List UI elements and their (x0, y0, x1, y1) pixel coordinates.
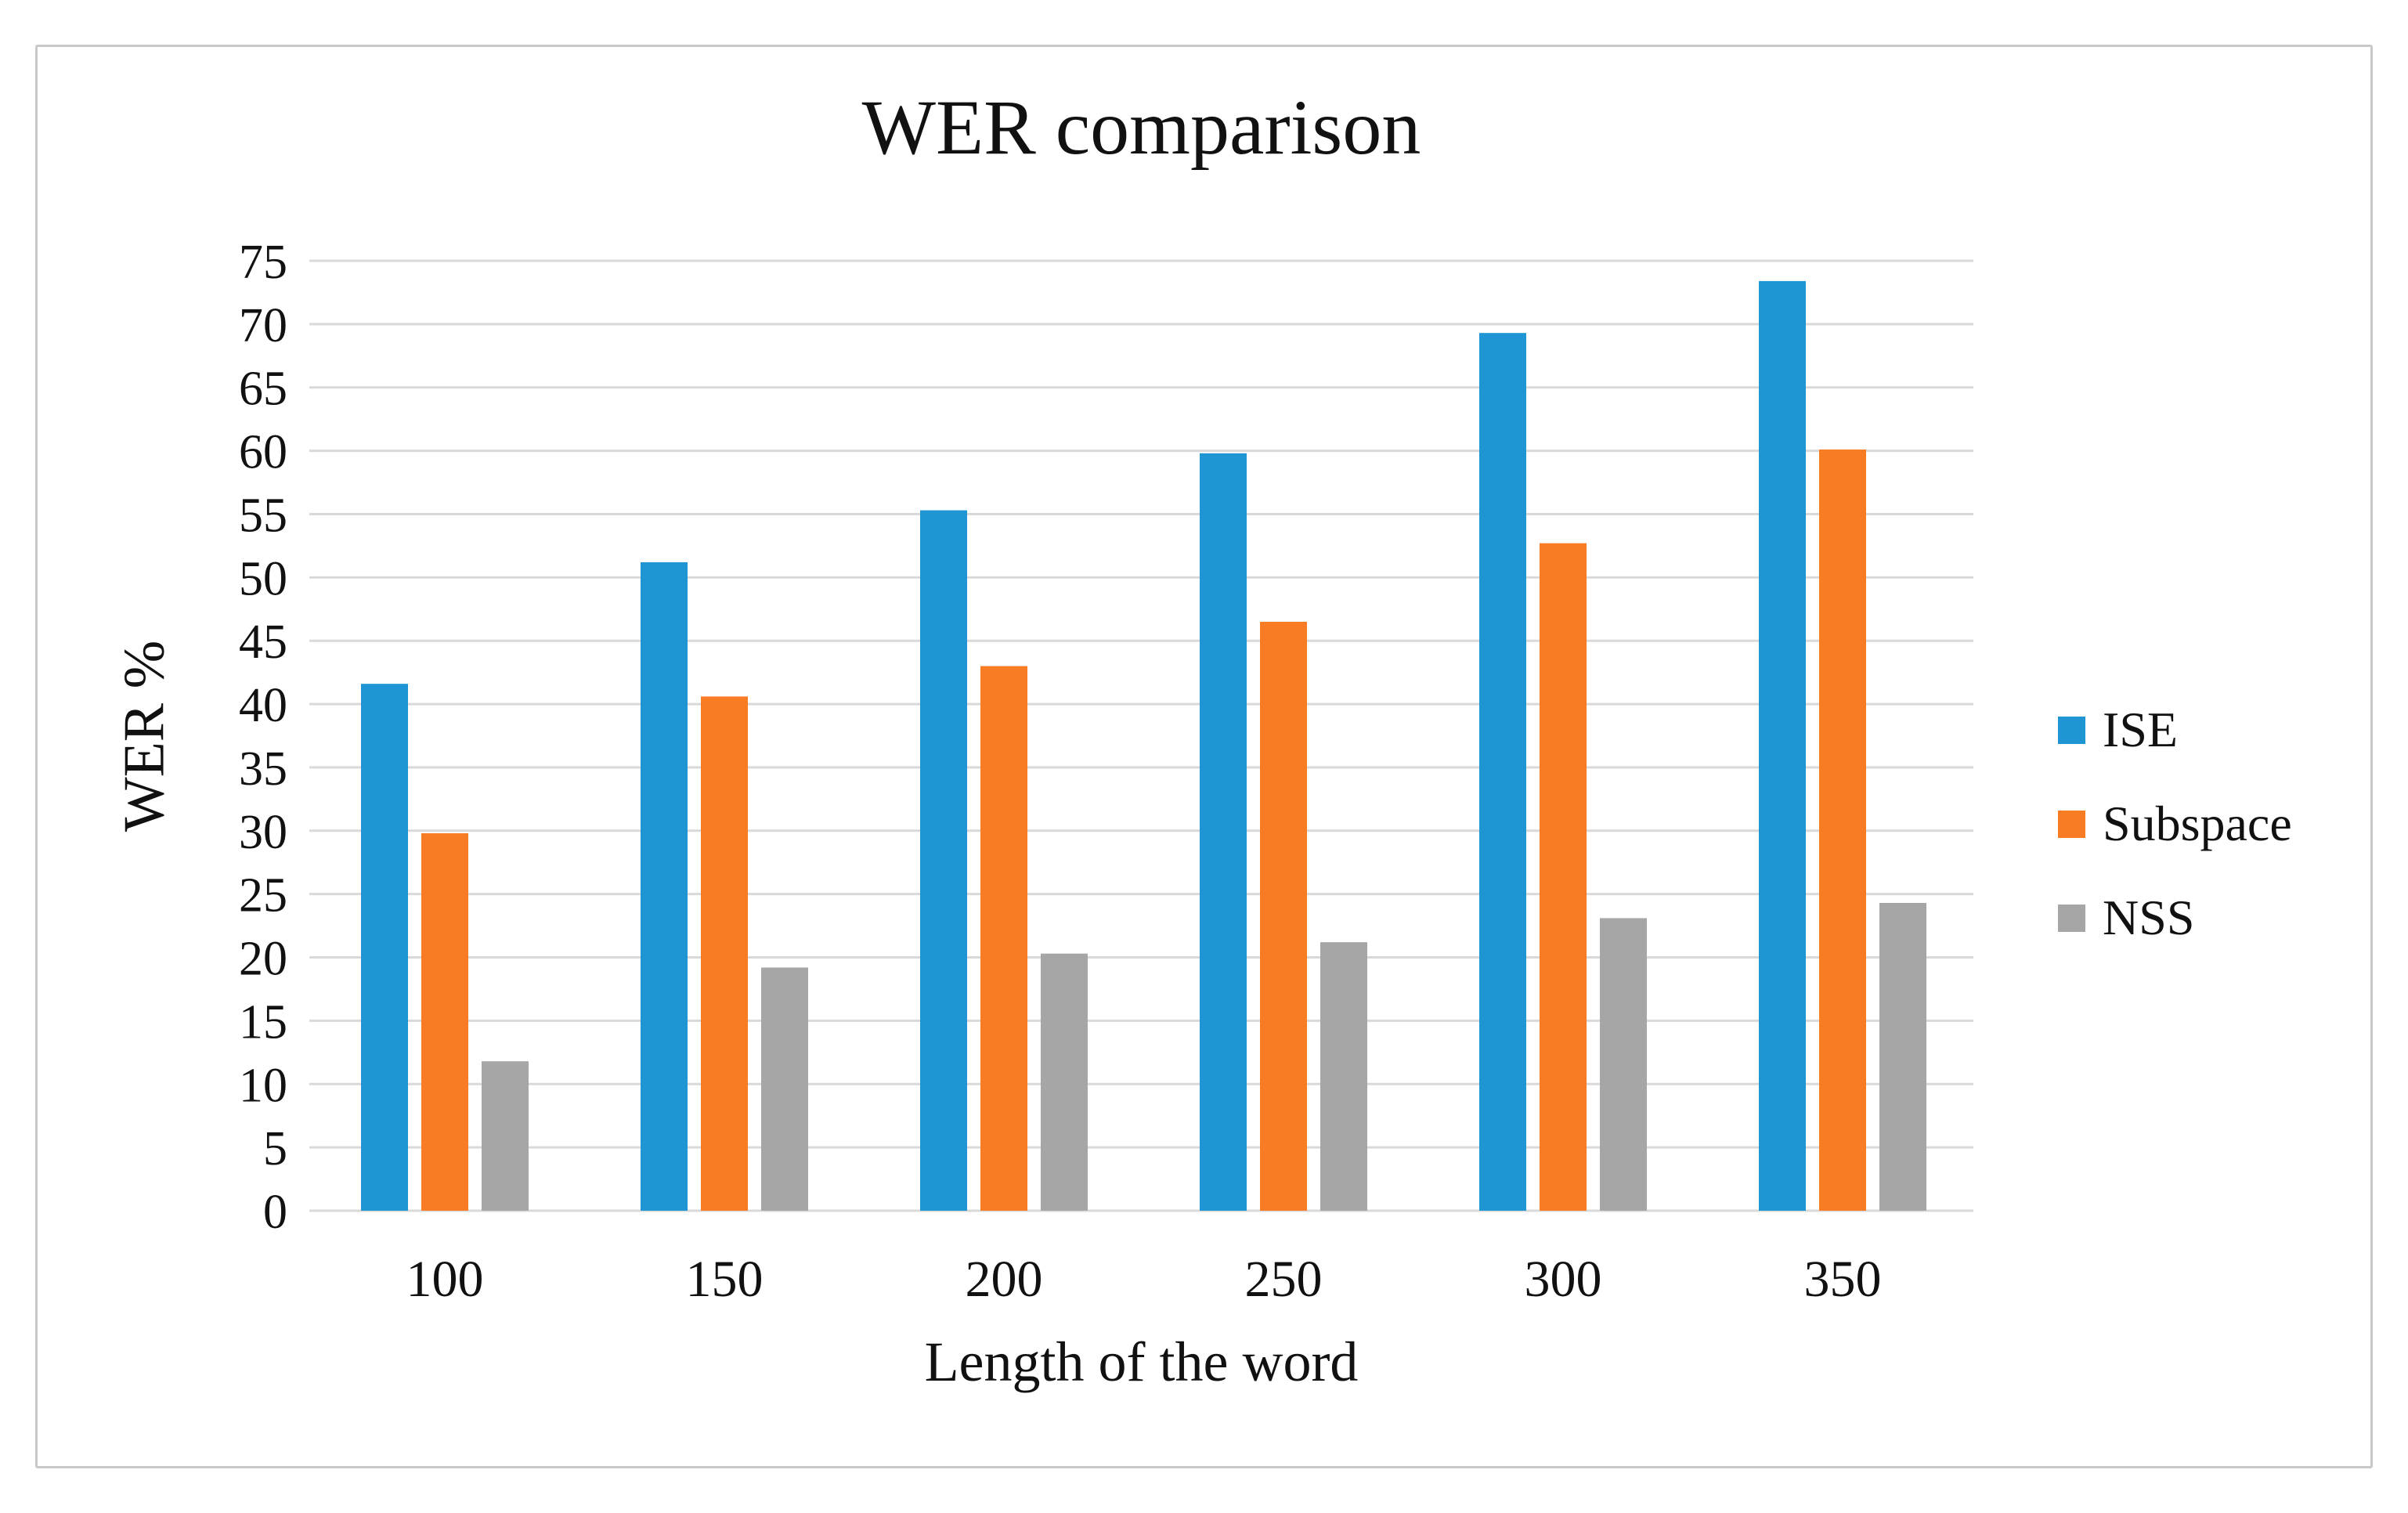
legend-label: ISE (2103, 702, 2178, 757)
y-tick-label: 15 (239, 995, 287, 1049)
bar-ise-250 (1200, 453, 1247, 1211)
y-tick-label: 45 (239, 616, 287, 669)
bar-subspace-150 (701, 696, 748, 1211)
x-tick-label: 250 (1245, 1251, 1323, 1308)
y-tick-label: 35 (239, 742, 287, 796)
x-axis-title: Length of the word (924, 1331, 1359, 1393)
x-tick-label: 200 (966, 1251, 1043, 1308)
legend-marker-ise (2058, 716, 2085, 744)
legend-label: NSS (2103, 890, 2195, 945)
legend-item-nss: NSS (2058, 893, 2292, 943)
y-tick-label: 75 (239, 236, 287, 289)
y-tick-label: 20 (239, 933, 287, 986)
bar-nss-350 (1879, 902, 1926, 1211)
y-tick-label: 60 (239, 426, 287, 479)
legend-item-ise: ISE (2058, 705, 2292, 755)
bar-subspace-100 (421, 833, 468, 1211)
x-tick-label: 300 (1525, 1251, 1602, 1308)
bar-nss-100 (482, 1061, 529, 1211)
bar-nss-200 (1041, 953, 1088, 1211)
bar-ise-150 (641, 562, 688, 1211)
y-tick-label: 5 (263, 1122, 287, 1175)
y-tick-label: 30 (239, 806, 287, 859)
y-tick-label: 50 (239, 552, 287, 605)
bar-subspace-250 (1260, 621, 1307, 1211)
bar-ise-300 (1479, 333, 1526, 1211)
legend-label: Subspace (2103, 796, 2292, 851)
legend: ISE Subspace NSS (2058, 705, 2292, 943)
bar-ise-200 (920, 510, 967, 1211)
bar-nss-150 (761, 967, 808, 1211)
bar-subspace-300 (1540, 543, 1587, 1211)
y-tick-label: 55 (239, 489, 287, 542)
y-tick-label: 65 (239, 363, 287, 416)
y-tick-label: 10 (239, 1059, 287, 1112)
legend-item-subspace: Subspace (2058, 799, 2292, 849)
bar-nss-250 (1320, 942, 1367, 1211)
bar-nss-300 (1600, 918, 1647, 1211)
x-tick-label: 100 (406, 1251, 484, 1308)
chart-title: WER comparison (861, 84, 1421, 171)
bar-ise-100 (361, 684, 408, 1211)
x-tick-label: 350 (1804, 1251, 1882, 1308)
legend-marker-nss (2058, 904, 2085, 932)
bar-ise-350 (1759, 280, 1806, 1211)
y-tick-label: 0 (263, 1186, 287, 1239)
y-tick-label: 40 (239, 679, 287, 732)
x-tick-label: 150 (686, 1251, 764, 1308)
y-tick-label: 70 (239, 299, 287, 352)
bar-subspace-200 (980, 666, 1027, 1211)
bar-subspace-350 (1819, 449, 1866, 1211)
legend-marker-subspace (2058, 810, 2085, 838)
y-tick-label: 25 (239, 869, 287, 923)
